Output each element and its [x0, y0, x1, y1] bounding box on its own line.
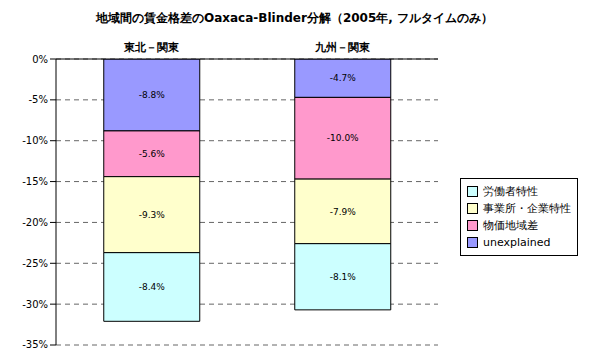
- svg-text:-7.9%: -7.9%: [330, 207, 357, 217]
- html-text:事業所・企業特性: 事業所・企業特性: [483, 202, 571, 215]
- svg-text:-8.4%: -8.4%: [139, 282, 166, 292]
- html-text:unexplained: unexplained: [483, 236, 551, 249]
- svg-text:-10%: -10%: [22, 135, 48, 146]
- html-text:労働者特性: 労働者特性: [483, 185, 538, 198]
- svg-text:-20%: -20%: [22, 217, 48, 228]
- html-text:物価地域差: 物価地域差: [483, 219, 538, 232]
- svg-text:九州－関東: 九州－関東: [314, 41, 371, 54]
- svg-text:-10.0%: -10.0%: [327, 133, 359, 143]
- svg-text:-5.6%: -5.6%: [139, 149, 166, 159]
- svg-text:-5%: -5%: [29, 94, 48, 105]
- svg-text:-9.3%: -9.3%: [139, 210, 166, 220]
- svg-text:0%: 0%: [32, 54, 48, 65]
- svg-text:-15%: -15%: [22, 176, 48, 187]
- html-text:地域間の賃金格差のOaxaca-Blinder分解（2005: 地域間の賃金格差のOaxaca-Blinder分解（2005年, フルタイムのみ…: [96, 11, 493, 25]
- svg-text:-30%: -30%: [22, 299, 48, 310]
- svg-text:-25%: -25%: [22, 258, 48, 269]
- svg-text:東北－関東: 東北－関東: [123, 41, 180, 54]
- svg-text:-8.8%: -8.8%: [139, 90, 166, 100]
- svg-text:-8.1%: -8.1%: [330, 272, 357, 282]
- svg-text:-35%: -35%: [22, 339, 48, 350]
- svg-text:-4.7%: -4.7%: [330, 73, 357, 83]
